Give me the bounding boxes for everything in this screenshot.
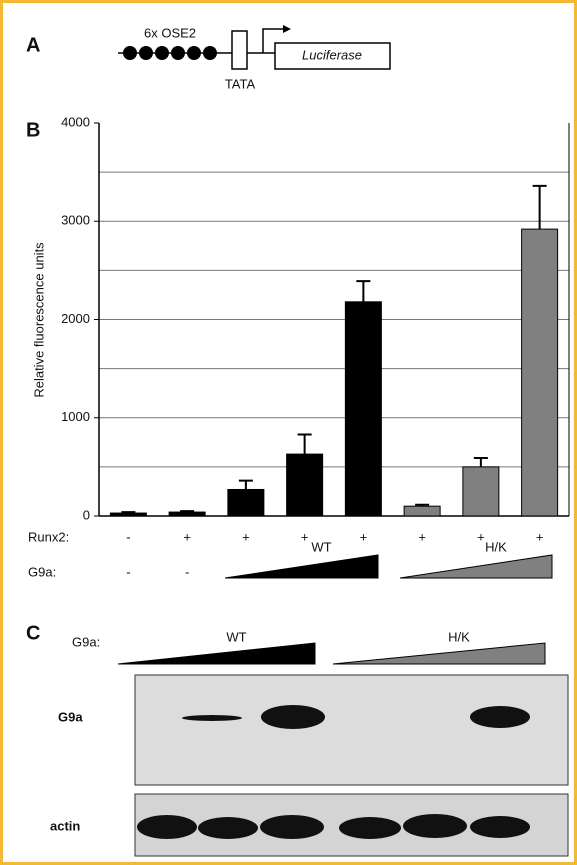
y-tick-label: 4000 [61,114,90,129]
bar [287,454,323,516]
tata-box [232,31,247,69]
bar [463,467,499,516]
runx2-sign: + [418,529,426,544]
panel-label: C [26,622,40,644]
reporter-label: Luciferase [302,47,362,62]
y-axis-label: Relative fluorescence units [31,242,46,398]
panel-label: B [26,119,40,141]
page: {"panel_a":{"label":"A","element_label":… [0,0,577,865]
row-label: G9a: [28,564,56,579]
bar [404,506,440,516]
error-bar [180,511,194,512]
tata-label: TATA [225,76,256,91]
y-tick-label: 1000 [61,409,90,424]
bar [110,513,146,516]
wedge-label: WT [311,539,331,554]
element-label: 6x OSE2 [144,25,196,40]
bar [169,512,205,516]
runx2-sign: - [126,529,130,544]
panel-label: A [26,34,40,56]
runx2-sign: + [477,529,485,544]
bar [522,229,558,516]
y-tick-label: 3000 [61,213,90,228]
runx2-sign: + [242,529,250,544]
g9a-sign: - [126,564,130,579]
wedge-label: H/K [448,629,470,644]
g9a-sign: - [185,564,189,579]
runx2-sign: + [360,529,368,544]
blot-label: G9a [58,709,83,724]
row-label: Runx2: [28,529,69,544]
wedge-label: H/K [485,539,507,554]
runx2-sign: + [536,529,544,544]
blot-label: actin [50,818,80,833]
y-tick-label: 0 [83,507,90,522]
error-bar [121,512,135,513]
blot [135,675,568,785]
bar [228,489,264,516]
bar [345,302,381,516]
y-tick-label: 2000 [61,311,90,326]
runx2-sign: + [301,529,309,544]
figure: A 6x OSE2 TATA Luciferase B Relative flu… [0,0,577,865]
wedge-label: WT [226,629,246,644]
g9a-label: G9a: [72,634,100,649]
runx2-sign: + [183,529,191,544]
